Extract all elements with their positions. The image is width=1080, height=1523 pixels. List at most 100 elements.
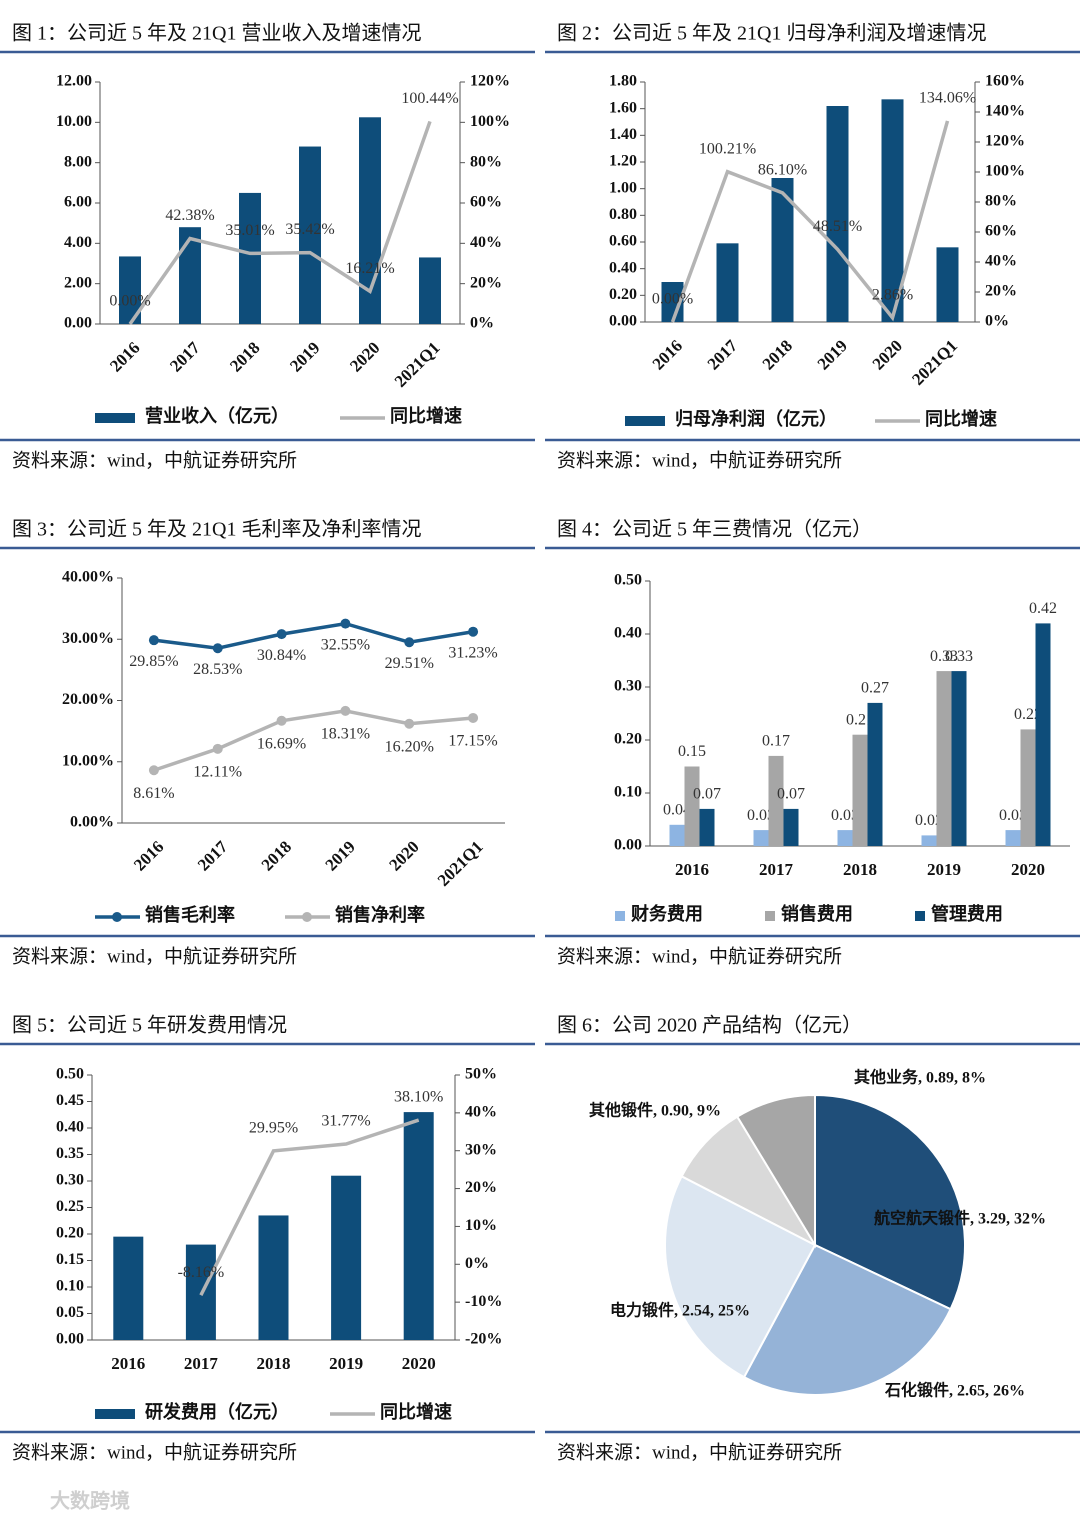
x-tick-label: 2020	[385, 837, 422, 874]
y2-tick-label: 140%	[985, 103, 1025, 120]
bar	[753, 830, 769, 846]
data-label: 28.53%	[193, 661, 242, 678]
y-tick-label: 0.20	[609, 286, 637, 303]
x-tick-label: 2017	[166, 338, 204, 376]
data-label: 32.55%	[321, 636, 370, 653]
y-tick-label: 0.00	[56, 1331, 84, 1348]
data-label: 42.38%	[165, 207, 214, 224]
line-marker	[468, 712, 479, 723]
data-label: 29.85%	[129, 653, 178, 670]
y-tick-label: 0.00	[64, 315, 92, 332]
x-tick-label: 2019	[329, 1354, 363, 1373]
bar	[716, 243, 739, 322]
y-tick-label: 0.30	[614, 678, 642, 695]
line-marker	[404, 637, 415, 648]
data-label: 16.21%	[345, 260, 394, 277]
data-label: 0.33	[930, 648, 958, 665]
data-label: 0.04	[663, 801, 691, 818]
figure-caption: 图 1：公司近 5 年及 21Q1 营业收入及增速情况	[12, 22, 421, 45]
y-tick-label: 0.10	[56, 1278, 84, 1295]
y-tick-label: 10.00%	[62, 752, 114, 769]
data-label: 0.27	[861, 680, 889, 697]
y2-tick-label: 50%	[465, 1066, 497, 1083]
line-marker	[276, 629, 287, 640]
line-marker	[404, 718, 415, 729]
bar	[826, 106, 849, 322]
y2-tick-label: 60%	[470, 194, 502, 211]
bar	[331, 1175, 362, 1340]
y-tick-label: 0.00%	[70, 814, 114, 831]
bar	[699, 808, 715, 846]
y-tick-label: 2.00	[64, 274, 92, 291]
source-note: 资料来源：wind，中航证券研究所	[12, 449, 297, 471]
data-label: 134.06%	[919, 90, 976, 107]
y-tick-label: 0.10	[614, 784, 642, 801]
y-tick-label: 4.00	[64, 234, 92, 251]
data-label: 0.02	[915, 812, 943, 829]
figure-caption: 图 2：公司近 5 年及 21Q1 归母净利润及增速情况	[557, 22, 986, 45]
line-marker	[468, 626, 479, 637]
y-tick-label: 0.25	[56, 1198, 84, 1215]
y2-tick-label: 20%	[465, 1179, 497, 1196]
y-tick-label: 40.00%	[62, 569, 114, 586]
y2-tick-label: 10%	[465, 1217, 497, 1234]
line-series	[670, 120, 950, 323]
slice-label: 其他业务, 0.89, 8%	[854, 1068, 986, 1087]
y2-tick-label: 80%	[470, 153, 502, 170]
line-marker	[340, 705, 351, 716]
bar	[867, 702, 883, 846]
slice-label: 其他锻件, 0.90, 9%	[589, 1101, 721, 1120]
x-tick-label: 2021Q1	[391, 338, 444, 391]
bar	[768, 755, 784, 846]
data-label: 0.00%	[109, 293, 150, 310]
y2-tick-label: 120%	[985, 133, 1025, 150]
legend-swatch	[615, 911, 625, 921]
bar	[669, 824, 685, 846]
y2-tick-label: -10%	[465, 1293, 502, 1310]
bar	[113, 1236, 144, 1340]
source-note: 资料来源：wind，中航证券研究所	[557, 449, 842, 471]
y2-tick-label: 20%	[985, 283, 1017, 300]
y2-tick-label: 0%	[470, 315, 494, 332]
figure-caption: 图 3：公司近 5 年及 21Q1 毛利率及净利率情况	[12, 518, 421, 541]
line-marker	[340, 618, 351, 629]
y2-tick-label: 80%	[985, 193, 1017, 210]
pie-slice	[814, 1093, 966, 1311]
y-tick-label: 0.15	[56, 1251, 84, 1268]
data-label: 86.10%	[758, 162, 807, 179]
legend-label: 财务费用	[631, 903, 703, 924]
x-tick-label: 2020	[346, 338, 383, 375]
line-marker	[148, 765, 159, 776]
source-note: 资料来源：wind，中航证券研究所	[12, 945, 297, 967]
legend-marker	[112, 912, 122, 922]
y2-tick-label: 120%	[470, 73, 510, 90]
data-label: 0.17	[762, 733, 790, 750]
bar	[783, 808, 799, 846]
x-tick-label: 2016	[106, 338, 143, 375]
pie-slice	[680, 1115, 818, 1248]
x-tick-label: 2019	[322, 837, 359, 874]
bar	[1035, 623, 1051, 846]
bar	[684, 766, 700, 846]
y2-tick-label: 0%	[985, 313, 1009, 330]
data-label: 0.00%	[652, 291, 693, 308]
line-series	[199, 1118, 420, 1296]
legend-label: 管理费用	[931, 903, 1003, 924]
legend-swatch	[625, 416, 665, 426]
y-tick-label: 0.50	[56, 1066, 84, 1083]
data-label: 35.42%	[285, 221, 334, 238]
line-marker	[212, 643, 223, 654]
x-tick-label: 2017	[704, 336, 742, 374]
legend-label: 归母净利润（亿元）	[675, 408, 837, 429]
y-tick-label: 0.80	[609, 206, 637, 223]
y2-tick-label: 40%	[470, 234, 502, 251]
y-tick-label: 0.00	[609, 313, 637, 330]
x-tick-label: 2021Q1	[908, 336, 961, 389]
x-tick-label: 2020	[402, 1354, 436, 1373]
x-tick-label: 2016	[675, 860, 709, 879]
y-tick-label: 8.00	[64, 153, 92, 170]
bar	[936, 671, 952, 846]
data-label: 2.86%	[872, 286, 913, 303]
y-tick-label: 0.20	[56, 1225, 84, 1242]
y-tick-label: 0.40	[614, 625, 642, 642]
